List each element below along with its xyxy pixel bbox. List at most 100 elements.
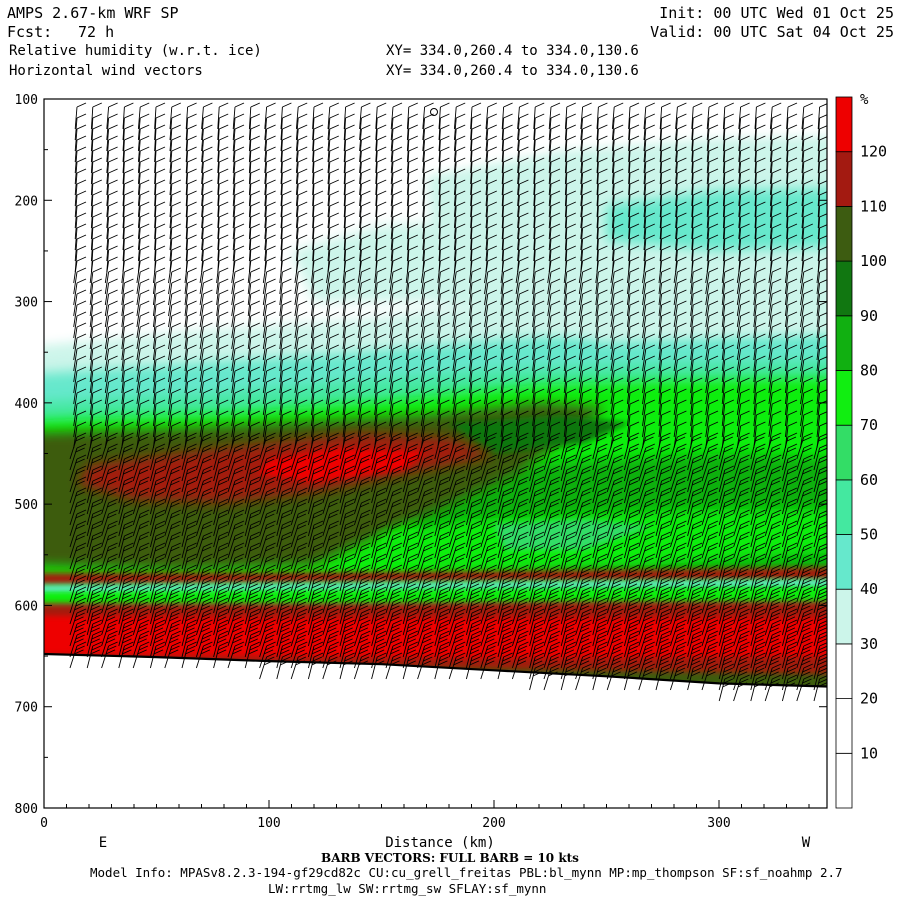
barb-flag: [234, 300, 245, 306]
barb-flag: [171, 278, 181, 284]
wind-barb: [164, 520, 181, 548]
wind-barb: [122, 102, 134, 130]
wind-barb: [149, 487, 166, 515]
barb-flag: [92, 146, 102, 152]
barb-flag: [138, 480, 149, 486]
barb-flag: [107, 590, 117, 596]
wind-barb: [164, 586, 181, 614]
wind-barb: [90, 190, 102, 218]
barb-flag: [124, 520, 134, 526]
wind-barb: [169, 113, 181, 141]
wind-barb: [89, 267, 102, 295]
barb-flag: [138, 612, 149, 618]
barb-flag: [90, 583, 100, 589]
wind-barb: [86, 542, 102, 570]
barb-flag: [155, 278, 166, 284]
wind-barb: [118, 542, 134, 570]
barb-flag: [108, 311, 118, 317]
barb-flag: [75, 502, 85, 508]
wind-barb: [152, 300, 166, 328]
wind-barb: [104, 300, 118, 328]
barb-flag: [92, 421, 102, 427]
barb-shaft: [89, 293, 94, 317]
wind-barb: [69, 487, 87, 515]
wind-barb: [137, 124, 150, 152]
wind-barb: [73, 344, 87, 372]
barb-flag: [138, 634, 149, 640]
wind-barb: [90, 168, 102, 196]
barb-flag: [92, 168, 102, 174]
barb-flag: [187, 432, 197, 438]
wind-barb: [149, 520, 166, 548]
wind-barb: [149, 564, 166, 592]
barb-flag: [124, 608, 134, 614]
barb-flag: [123, 458, 133, 464]
barb-flag: [124, 432, 134, 438]
barb-shaft: [121, 381, 125, 405]
barb-flag: [123, 546, 133, 552]
barb-flag: [92, 256, 102, 262]
barb-shaft: [104, 348, 110, 372]
barb-flag: [124, 399, 134, 405]
barb-flag: [140, 333, 150, 339]
barb-flag: [124, 267, 134, 273]
barb-shaft: [231, 304, 236, 328]
wind-barb: [154, 223, 166, 251]
wind-barb: [184, 300, 197, 328]
barb-flag: [187, 322, 197, 328]
barb-flag: [91, 601, 101, 607]
field-name-1: Relative humidity (w.r.t. ice): [9, 43, 262, 59]
wind-barb: [74, 234, 87, 262]
barb-flag: [392, 190, 403, 196]
barb-shaft: [122, 106, 125, 130]
barb-flag: [74, 616, 84, 622]
wind-barb: [104, 377, 118, 405]
barb-shaft: [136, 403, 141, 427]
barb-flag: [108, 575, 118, 581]
barb-flag: [329, 311, 339, 317]
wind-barb: [118, 432, 134, 460]
valid-time: Valid: 00 UTC Sat 04 Oct 25: [650, 23, 894, 41]
wind-barb: [132, 586, 150, 614]
barb-flag: [154, 447, 165, 453]
barb-flag: [92, 619, 102, 625]
barb-shaft: [122, 183, 125, 207]
barb-flag: [155, 388, 166, 394]
wind-barb: [181, 564, 197, 592]
wind-barb: [168, 333, 181, 361]
barb-flag: [140, 619, 150, 625]
wind-barb: [184, 344, 197, 372]
barb-shaft: [154, 117, 157, 141]
wind-barb: [149, 553, 166, 581]
barb-flag: [140, 124, 150, 130]
wind-barb: [90, 179, 102, 207]
barb-flag: [92, 179, 102, 185]
barb-flag: [90, 572, 100, 578]
barb-flag: [187, 454, 197, 460]
wind-barb: [184, 322, 197, 350]
barb-flag: [90, 605, 100, 611]
barb-shaft: [122, 161, 125, 185]
barb-flag: [90, 649, 100, 655]
barb-flag: [250, 278, 260, 284]
barb-shaft: [73, 326, 78, 350]
barb-shaft: [106, 216, 110, 240]
barb-shaft: [152, 403, 157, 427]
barb-flag: [140, 432, 150, 438]
barb-shaft: [185, 216, 189, 240]
barb-flag: [138, 645, 149, 651]
barb-flag: [140, 487, 150, 493]
barb-shaft: [136, 326, 141, 350]
barb-shaft: [169, 238, 173, 262]
barb-shaft: [74, 150, 78, 174]
barb-flag: [187, 564, 197, 570]
barb-flag: [203, 102, 213, 108]
barb-flag: [124, 366, 134, 372]
upper-dry-region: [44, 99, 827, 335]
barb-flag: [170, 568, 180, 574]
barb-flag: [91, 557, 101, 563]
barb-flag: [140, 388, 150, 394]
barb-flag: [124, 553, 134, 559]
barb-flag: [153, 649, 164, 655]
barb-shaft: [201, 205, 204, 229]
